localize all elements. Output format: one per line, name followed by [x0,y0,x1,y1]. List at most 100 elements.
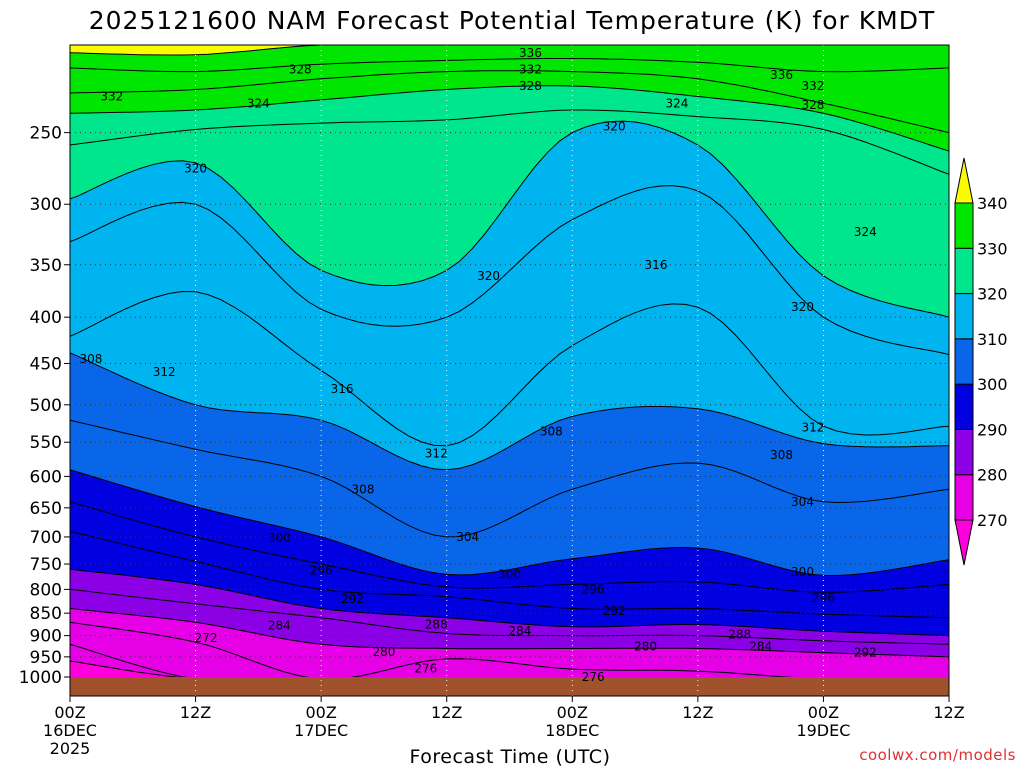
isentrope-line [70,58,949,73]
isentrope-line [70,530,949,619]
contour-band [70,608,949,680]
y-tick-label: 650 [30,499,62,519]
y-tick-label: 700 [30,528,62,548]
contour-band [70,58,949,133]
plot-area: 336 332 328 328 332 324 320 320 324 336 332 328 324 3… [69,44,950,697]
contour-label: 320 [477,269,500,283]
colorbar-label: 270 [977,511,1008,530]
x-tick-label: 12Z [180,703,211,722]
contour-label: 324 [665,96,688,110]
contour-label: 324 [854,225,877,239]
contour-label: 332 [519,63,542,77]
isentrope-line [70,501,949,593]
isentrope-line [70,419,949,538]
colorbar-label: 330 [977,239,1008,258]
colorbar-label: 320 [977,285,1008,304]
contour-label: 284 [268,618,291,632]
contour-band [70,420,949,576]
y-tick-label: 550 [30,433,62,453]
isentrope-line [70,352,949,471]
y-tick-label: 400 [30,308,62,328]
contour-label: 284 [749,639,772,653]
x-tick-date: 16DEC [43,721,97,740]
contour-label: 296 [310,563,333,577]
contour-label: 332 [100,89,123,103]
isentrope-lines [70,45,949,682]
contour-label: 328 [519,79,542,93]
contour-label: 300 [791,565,814,579]
contour-band [70,622,949,682]
colorbar-bin [954,338,974,385]
contour-label: 288 [425,618,448,632]
colorbar-label: 280 [977,466,1008,485]
contour-label: 320 [603,119,626,133]
y-tick-label: 350 [30,256,62,276]
y-tick-label: 750 [30,555,62,575]
contour-label: 304 [791,495,814,509]
isentrope-line [70,588,949,645]
y-tick-label: 900 [30,627,62,647]
contour-band [70,185,949,446]
x-tick-label: 12Z [431,703,462,722]
contour-label: 312 [153,365,176,379]
contour-label: 320 [184,162,207,176]
isentrope-line [70,85,949,152]
colorbar-bin [954,383,974,430]
contour-label: 280 [634,639,657,653]
y-tick-label: 800 [30,580,62,600]
contour-label: 312 [802,421,825,435]
y-tick-label: 850 [30,604,62,624]
chart-title: 2025121600 NAM Forecast Potential Temper… [89,6,936,35]
x-tick-year: 2025 [50,739,91,758]
isentrope-line [70,469,949,577]
contour-label: 276 [414,661,437,675]
y-tick-label: 450 [30,354,62,374]
contour-label: 296 [582,582,605,596]
contour-label: 272 [195,631,218,645]
x-tick-label: 00Z [557,703,588,722]
contour-labels: 336 332 328 328 332 324 320 320 324 336 332 328 324 3… [79,46,876,684]
colorbar-label: 300 [977,375,1008,394]
isentrope-line [70,120,949,318]
colorbar: 270 280 290 300 310 320 330 340 [954,157,1008,566]
contour-label: 280 [372,645,395,659]
contour-band [70,121,949,355]
contour-label: 336 [519,46,542,60]
contour-label: 308 [770,448,793,462]
y-tick-label: 950 [30,648,62,668]
contour-label: 296 [812,591,835,605]
contour-band [70,291,949,470]
x-tick-label: 00Z [305,703,336,722]
contour-label: 332 [802,79,825,93]
y-tick-label: 300 [30,195,62,215]
contour-band [70,569,949,645]
contour-label: 316 [331,382,354,396]
contour-label: 312 [425,446,448,460]
contour-label: 300 [498,567,521,581]
colorbar-arrow-top [954,157,974,204]
contour-label: 308 [352,482,375,496]
colorbar-label: 340 [977,194,1008,213]
contour-band [70,70,949,151]
contour-label: 316 [645,258,668,272]
contour-label: 288 [728,627,751,641]
plot-frame [69,44,950,697]
contour-label: 308 [79,352,102,366]
y-tick-label: 600 [30,467,62,487]
contour-label: 276 [582,670,605,684]
x-tick-date: 19DEC [796,721,850,740]
isentrope-line [70,568,949,637]
contour-label: 292 [341,592,364,606]
contour-band [70,589,949,657]
contour-band [70,352,949,537]
x-tick-label: 00Z [808,703,839,722]
x-tick-label: 12Z [682,703,713,722]
x-tick-date: 18DEC [545,721,599,740]
isentrope-line [70,185,949,356]
contour-band [70,45,949,55]
colorbar-bin [954,293,974,340]
contour-label: 328 [289,63,312,77]
contour-band [70,501,949,618]
